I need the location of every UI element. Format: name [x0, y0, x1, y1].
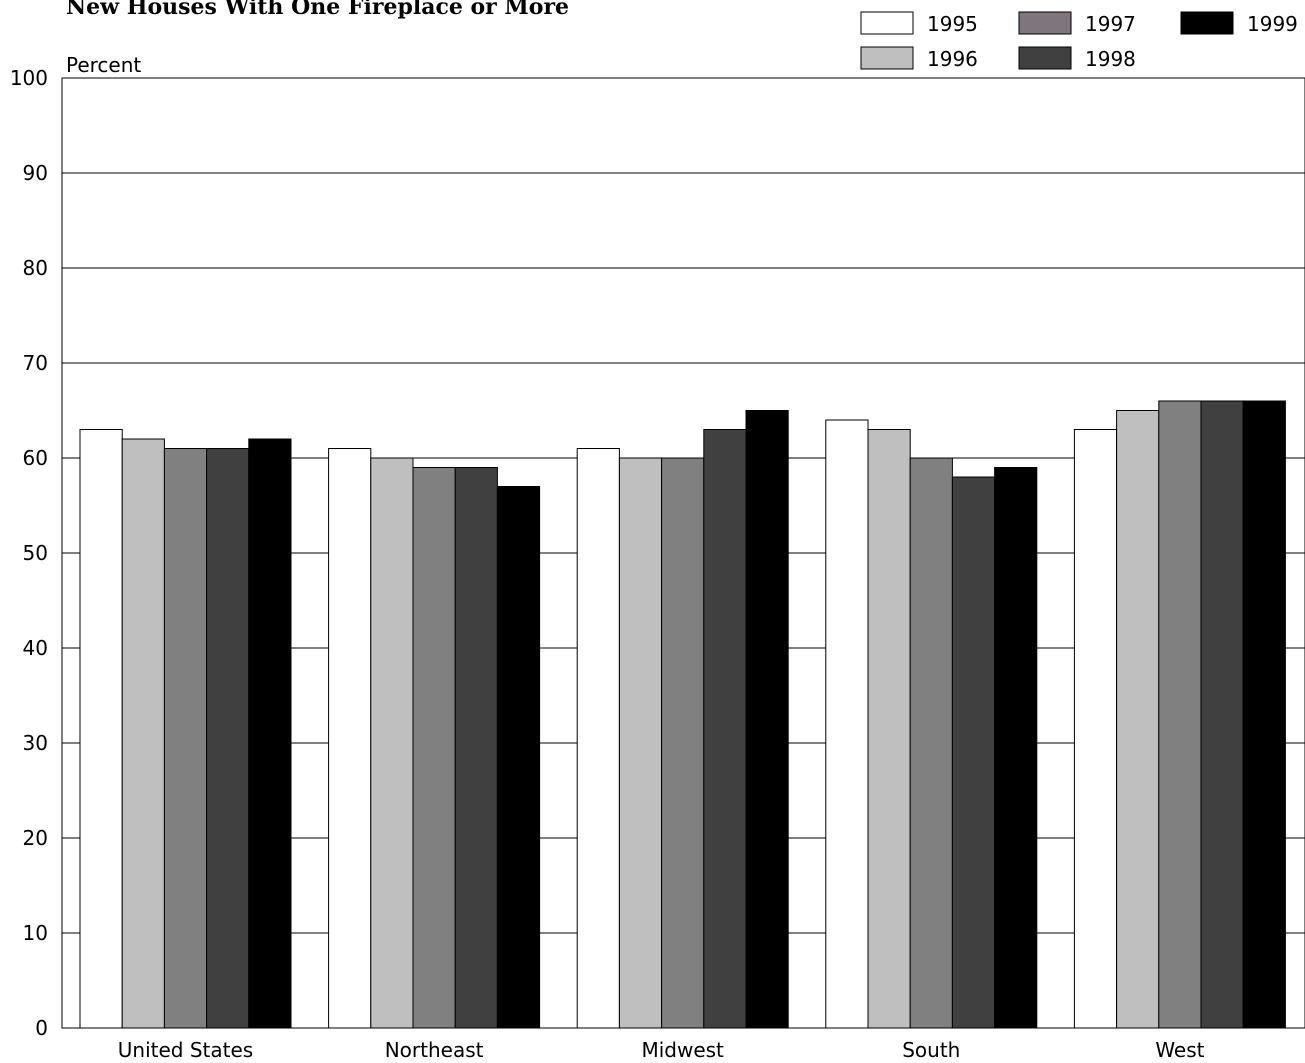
y-tick-label: 100 — [10, 66, 48, 90]
bar-1997 — [909, 457, 953, 1029]
y-tick-label: 0 — [35, 1016, 48, 1040]
legend-swatch-1995 — [860, 11, 914, 35]
bar-1998 — [1200, 400, 1244, 1029]
bar-1997 — [412, 467, 456, 1029]
y-axis-label: Percent — [66, 53, 141, 77]
y-tick-label: 60 — [23, 446, 48, 470]
bar-1999 — [994, 467, 1038, 1029]
bar-1998 — [703, 429, 747, 1029]
bar-1995 — [825, 419, 869, 1029]
legend-label: 1998 — [1085, 47, 1136, 71]
bar-1997 — [661, 457, 705, 1029]
y-tick-label: 30 — [23, 731, 48, 755]
bar-1995 — [576, 448, 620, 1029]
y-tick-label: 40 — [23, 636, 48, 660]
bar-1996 — [618, 457, 663, 1029]
y-tick-label: 80 — [23, 256, 48, 280]
bar-1998 — [951, 476, 996, 1029]
bars — [79, 400, 1286, 1029]
bar-1996 — [1116, 410, 1160, 1029]
bar-1998 — [206, 448, 250, 1029]
legend-label: 1996 — [927, 47, 978, 71]
bar-1996 — [867, 429, 911, 1029]
legend: 1995 1996 1997 1998 1999 — [860, 11, 1298, 71]
y-tick-label: 20 — [23, 826, 48, 850]
plot-frame — [61, 77, 1305, 1029]
bar-1996 — [370, 457, 414, 1029]
x-tick-label: Midwest — [641, 1038, 724, 1062]
legend-label: 1999 — [1247, 12, 1298, 36]
bar-1997 — [163, 448, 208, 1029]
x-tick-label: United States — [118, 1038, 253, 1062]
x-tick-labels: United States Northeast Midwest South West — [118, 1038, 1205, 1062]
bar-1996 — [121, 438, 165, 1029]
legend-swatch-1997 — [1018, 11, 1072, 35]
y-tick-label: 90 — [23, 161, 48, 185]
x-tick-label: West — [1155, 1038, 1204, 1062]
bar-1999 — [496, 486, 541, 1029]
bar-1999 — [1242, 400, 1286, 1029]
y-tick-label: 10 — [23, 921, 48, 945]
legend-swatch-1999 — [1180, 11, 1234, 35]
x-tick-label: Northeast — [385, 1038, 484, 1062]
bar-1999 — [248, 438, 292, 1029]
x-tick-label: South — [902, 1038, 960, 1062]
bar-1997 — [1158, 400, 1202, 1029]
bar-1999 — [745, 410, 789, 1029]
y-tick-label: 70 — [23, 351, 48, 375]
bar-1995 — [328, 448, 372, 1029]
y-tick-label: 50 — [23, 541, 48, 565]
legend-label: 1997 — [1085, 12, 1136, 36]
legend-swatch-1998 — [1018, 46, 1072, 70]
legend-swatch-1996 — [860, 46, 914, 70]
bar-1998 — [454, 467, 498, 1029]
chart-title: New Houses With One Fireplace or More — [66, 0, 569, 20]
y-tick-labels: 0 10 20 30 40 50 60 70 80 90 100 — [10, 66, 48, 1040]
legend-label: 1995 — [927, 12, 978, 36]
bar-1995 — [79, 429, 123, 1029]
bar-1995 — [1073, 429, 1118, 1029]
